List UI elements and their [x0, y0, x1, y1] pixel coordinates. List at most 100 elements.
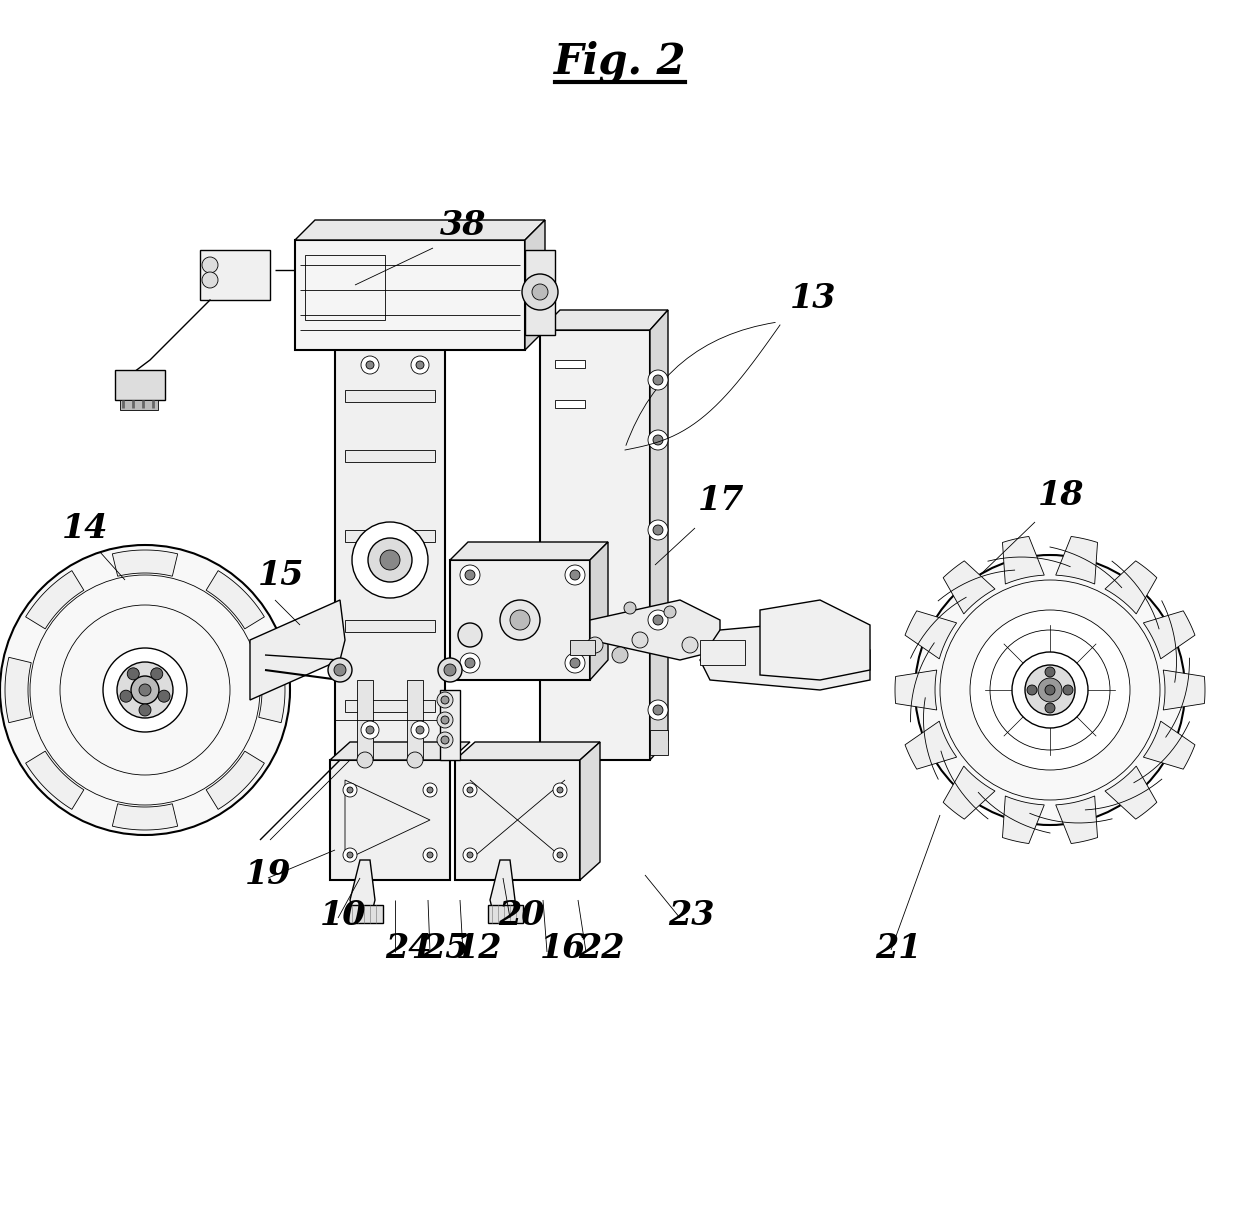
- Polygon shape: [330, 760, 450, 880]
- Circle shape: [467, 787, 472, 793]
- Circle shape: [441, 695, 449, 704]
- Bar: [295, 240, 525, 350]
- Circle shape: [522, 274, 558, 310]
- Bar: [407, 680, 423, 760]
- Bar: [345, 390, 435, 403]
- Bar: [701, 640, 745, 665]
- Circle shape: [410, 721, 429, 739]
- Circle shape: [653, 615, 663, 625]
- Circle shape: [1038, 678, 1061, 701]
- Polygon shape: [113, 804, 177, 830]
- Circle shape: [436, 712, 453, 728]
- Circle shape: [565, 653, 585, 673]
- Polygon shape: [450, 560, 590, 680]
- Text: 14: 14: [62, 512, 109, 545]
- Circle shape: [587, 637, 603, 653]
- Polygon shape: [905, 721, 956, 769]
- Circle shape: [663, 606, 676, 619]
- Circle shape: [347, 787, 353, 793]
- Circle shape: [463, 783, 477, 797]
- Circle shape: [361, 721, 379, 739]
- Circle shape: [343, 848, 357, 863]
- Text: 13: 13: [790, 282, 837, 315]
- Polygon shape: [250, 600, 345, 700]
- Polygon shape: [335, 340, 445, 760]
- Circle shape: [915, 555, 1185, 825]
- Polygon shape: [905, 611, 956, 659]
- Circle shape: [632, 632, 649, 648]
- Polygon shape: [590, 542, 608, 680]
- Circle shape: [565, 565, 585, 586]
- Circle shape: [649, 370, 668, 390]
- Text: 19: 19: [246, 858, 291, 891]
- Circle shape: [1045, 703, 1055, 712]
- Circle shape: [347, 852, 353, 858]
- Polygon shape: [1143, 721, 1195, 769]
- Circle shape: [131, 676, 159, 704]
- Polygon shape: [330, 742, 470, 760]
- Circle shape: [0, 545, 290, 834]
- Polygon shape: [335, 320, 465, 340]
- Polygon shape: [1143, 611, 1195, 659]
- Polygon shape: [590, 600, 720, 660]
- Bar: [345, 700, 435, 712]
- Polygon shape: [1055, 795, 1097, 843]
- Bar: [345, 450, 435, 462]
- Circle shape: [427, 787, 433, 793]
- Polygon shape: [490, 860, 515, 920]
- Circle shape: [366, 726, 374, 734]
- Circle shape: [557, 852, 563, 858]
- Circle shape: [334, 664, 346, 676]
- Circle shape: [570, 658, 580, 669]
- Bar: [120, 400, 157, 410]
- Circle shape: [139, 704, 151, 716]
- Polygon shape: [259, 658, 285, 722]
- Circle shape: [352, 522, 428, 598]
- Bar: [556, 360, 585, 368]
- Circle shape: [120, 691, 131, 703]
- Polygon shape: [200, 250, 270, 300]
- Circle shape: [553, 848, 567, 863]
- Bar: [305, 255, 384, 320]
- Circle shape: [407, 752, 423, 769]
- Circle shape: [500, 600, 539, 640]
- Circle shape: [624, 601, 636, 614]
- Polygon shape: [701, 620, 870, 691]
- Polygon shape: [895, 670, 936, 710]
- Circle shape: [465, 570, 475, 580]
- Polygon shape: [295, 220, 546, 240]
- Polygon shape: [206, 752, 264, 809]
- Text: Fig. 2: Fig. 2: [554, 40, 686, 83]
- Circle shape: [653, 525, 663, 536]
- Text: 10: 10: [320, 899, 367, 932]
- Polygon shape: [26, 571, 84, 628]
- Circle shape: [366, 361, 374, 368]
- Text: 24: 24: [384, 932, 432, 965]
- Circle shape: [151, 667, 162, 680]
- Circle shape: [103, 648, 187, 732]
- Text: 17: 17: [698, 484, 744, 517]
- Circle shape: [1063, 684, 1073, 695]
- Circle shape: [202, 257, 218, 273]
- Polygon shape: [1055, 537, 1097, 584]
- Bar: [357, 680, 373, 760]
- Circle shape: [139, 684, 151, 695]
- Text: 25: 25: [422, 932, 469, 965]
- Polygon shape: [440, 691, 460, 760]
- Polygon shape: [1163, 670, 1205, 710]
- Circle shape: [427, 852, 433, 858]
- Circle shape: [1045, 667, 1055, 677]
- Polygon shape: [455, 742, 600, 760]
- Bar: [570, 640, 595, 655]
- Text: 23: 23: [668, 899, 714, 932]
- Polygon shape: [5, 658, 31, 722]
- Circle shape: [970, 610, 1130, 770]
- Circle shape: [510, 610, 529, 630]
- Polygon shape: [1002, 795, 1044, 843]
- Polygon shape: [539, 329, 650, 760]
- Circle shape: [441, 736, 449, 744]
- Circle shape: [653, 375, 663, 386]
- Circle shape: [653, 705, 663, 715]
- Circle shape: [436, 692, 453, 708]
- Text: 18: 18: [1038, 479, 1085, 512]
